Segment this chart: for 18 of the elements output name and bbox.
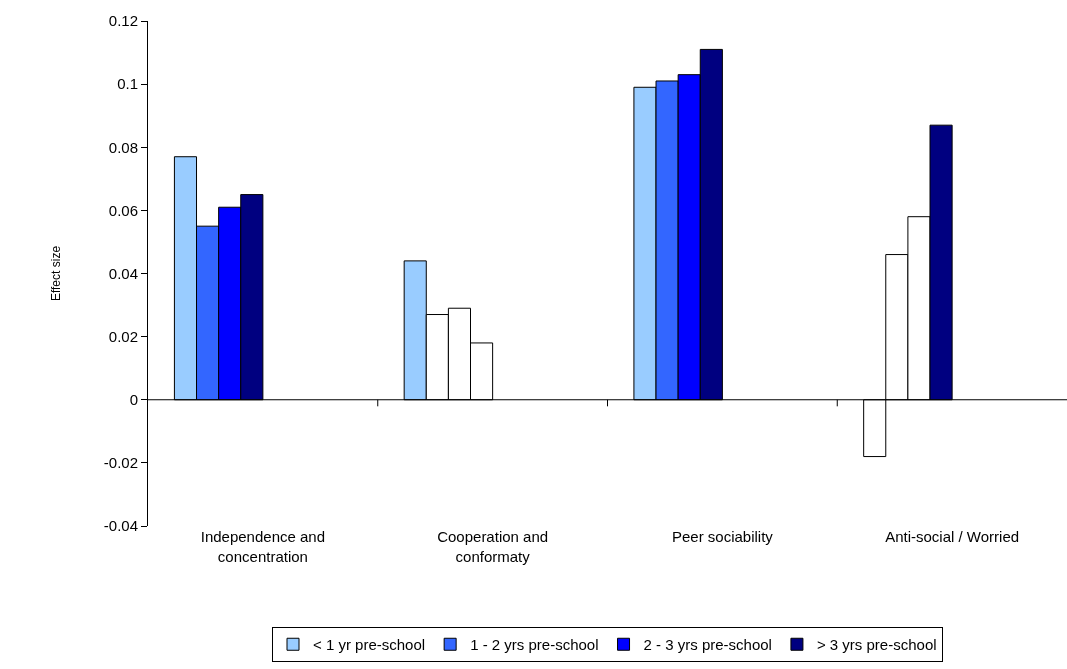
x-tick-label: Cooperation and conformaty (437, 528, 549, 565)
y-tick-label: 0.04 (108, 264, 138, 282)
legend-label: > 3 yrs pre-school (816, 636, 937, 654)
legend-label: 1 - 2 yrs pre-school (470, 636, 599, 654)
y-tick-label: -0.02 (103, 454, 138, 472)
y-axis-title: Effect size (49, 245, 64, 302)
y-tick-label: 0 (129, 391, 138, 408)
y-tick-label: 0.02 (108, 327, 138, 345)
y-tick-label: 0.08 (108, 138, 138, 156)
y-tick-label: 0.1 (117, 75, 138, 93)
x-tick-label: Independence and concentration (200, 528, 326, 565)
legend-label: 2 - 3 yrs pre-school (643, 636, 772, 654)
y-tick-label: 0.12 (108, 12, 138, 30)
x-tick-label: Anti-social / Worried (885, 528, 1020, 545)
y-tick-label: 0.06 (108, 201, 138, 219)
x-tick-label: Peer sociability (671, 528, 774, 545)
legend-label: < 1 yr pre-school (313, 636, 426, 654)
y-tick-label: -0.04 (103, 517, 138, 535)
